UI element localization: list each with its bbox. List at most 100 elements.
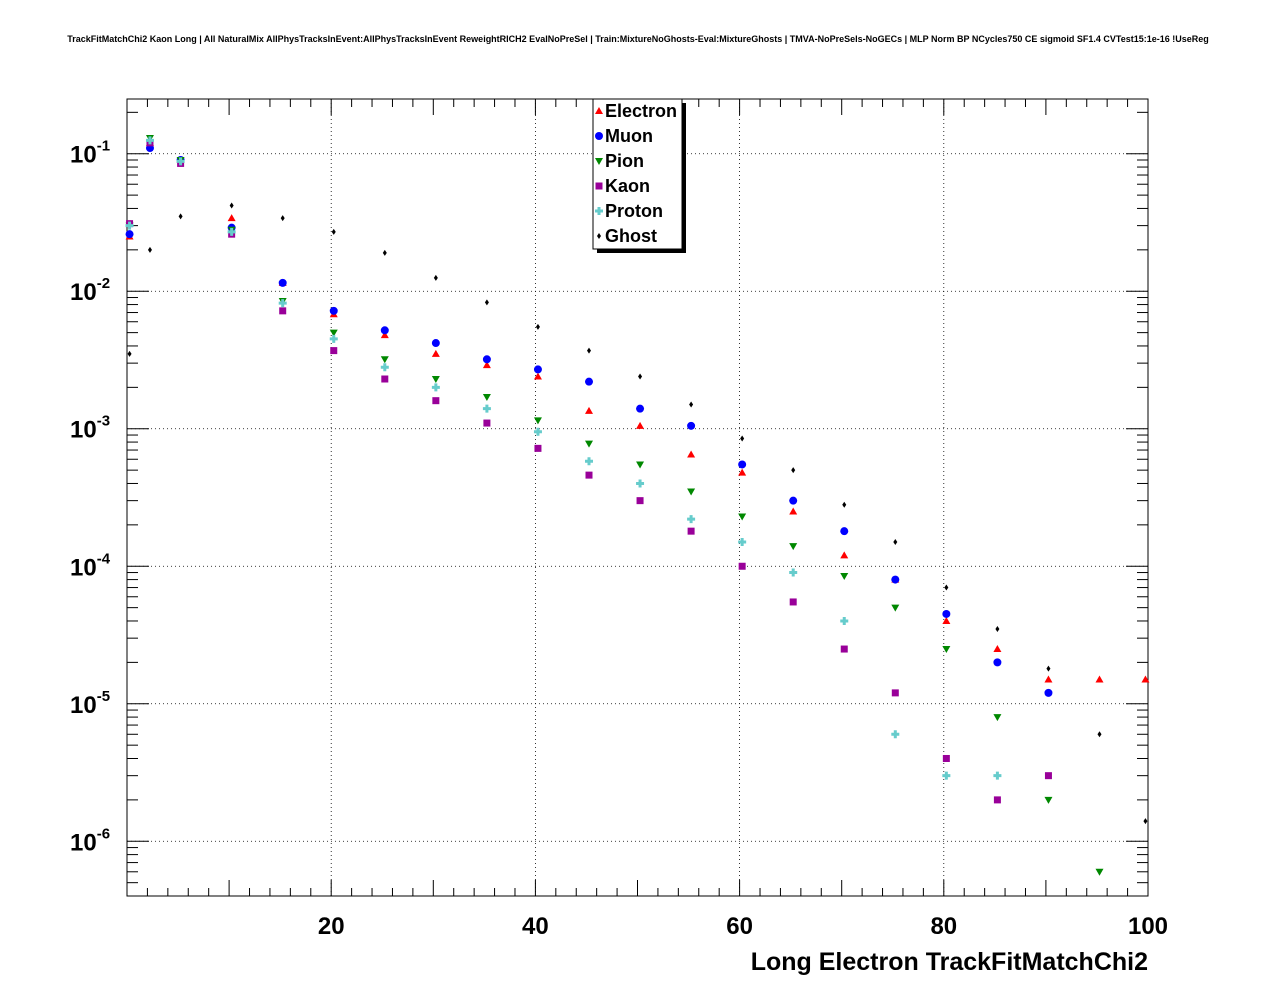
data-point (738, 538, 747, 547)
data-point (229, 202, 234, 209)
y-tick-label: 10-6 (70, 825, 110, 856)
grid (127, 99, 1149, 896)
data-point (993, 658, 1002, 667)
data-point (840, 616, 849, 625)
data-point (636, 497, 644, 505)
y-tick-label: 10-2 (70, 275, 110, 306)
data-point (687, 527, 695, 535)
data-point (431, 349, 440, 357)
data-point (942, 646, 951, 654)
data-point (482, 394, 491, 402)
data-point (380, 326, 389, 335)
data-point (381, 375, 389, 383)
data-point (278, 299, 287, 308)
data-point (482, 361, 491, 369)
data-point (483, 419, 491, 427)
legend-marker (595, 132, 603, 140)
data-point (178, 213, 183, 220)
data-point (993, 645, 1002, 653)
x-axis-label: Long Electron TrackFitMatchChi2 (751, 948, 1148, 976)
data-point (840, 551, 849, 559)
x-tick-label: 80 (930, 913, 957, 940)
data-point (995, 625, 1000, 632)
data-point (738, 460, 747, 469)
series-ghost (127, 202, 1148, 825)
data-point (431, 339, 440, 348)
data-point (587, 347, 592, 354)
data-point (789, 598, 797, 606)
data-point (482, 355, 491, 364)
data-point (1143, 818, 1148, 825)
data-point (1046, 665, 1051, 672)
legend-label: Muon (605, 126, 653, 146)
data-point (789, 496, 798, 505)
data-point (176, 157, 185, 166)
data-point (482, 404, 491, 413)
data-point (893, 539, 898, 546)
data-point (840, 527, 849, 536)
data-point (534, 444, 542, 452)
data-point (329, 306, 338, 315)
data-point (789, 543, 798, 551)
chart-title: TrackFitMatchChi2 Kaon Long | All Natura… (67, 34, 1209, 44)
data-point (380, 356, 389, 364)
data-point (227, 214, 236, 222)
data-point (687, 421, 696, 430)
data-point (585, 457, 594, 466)
data-point (1141, 675, 1150, 683)
data-point (842, 501, 847, 508)
data-point (944, 584, 949, 591)
legend-label: Kaon (605, 176, 650, 196)
data-point (1044, 796, 1053, 804)
data-point (891, 575, 900, 584)
data-point (738, 468, 747, 476)
data-point (431, 376, 440, 384)
data-point (431, 383, 440, 392)
x-tick-label: 100 (1128, 913, 1168, 940)
data-point (636, 421, 645, 429)
data-point (689, 401, 694, 408)
data-point (484, 299, 489, 306)
legend-marker (595, 182, 603, 190)
legend-marker (595, 107, 603, 114)
y-tick-label: 10-3 (70, 413, 110, 444)
data-point (278, 278, 287, 287)
data-point (125, 230, 134, 239)
data-point (147, 246, 152, 253)
data-point (636, 461, 645, 469)
legend-marker (595, 158, 603, 165)
series-kaon (126, 139, 1052, 804)
data-point (993, 714, 1002, 722)
data-point (585, 377, 594, 386)
data-point (1044, 675, 1053, 683)
data-point (329, 329, 338, 337)
legend-marker (597, 233, 601, 239)
data-point (585, 471, 593, 479)
data-point (840, 572, 849, 580)
data-point (636, 404, 645, 413)
data-point (789, 568, 798, 577)
x-tick-label: 40 (522, 913, 549, 940)
data-point (433, 274, 438, 281)
data-point (942, 616, 951, 624)
data-point (280, 215, 285, 222)
data-point (738, 562, 746, 570)
legend-label: Pion (605, 151, 644, 171)
data-point (687, 488, 696, 496)
data-point (382, 249, 387, 256)
data-point (993, 796, 1001, 804)
data-point (380, 331, 389, 339)
data-point (329, 334, 338, 343)
data-point (789, 507, 798, 515)
legend-label: Electron (605, 101, 677, 121)
x-tick-label: 20 (318, 913, 345, 940)
data-point (638, 373, 643, 380)
data-point (687, 450, 696, 458)
data-point (227, 227, 236, 236)
data-point (1097, 731, 1102, 738)
data-point (942, 609, 951, 618)
data-point (585, 406, 594, 414)
legend: Electron Muon Pion Kaon Proton Ghost (592, 98, 686, 253)
data-point (533, 365, 542, 374)
x-tick-label: 60 (726, 913, 753, 940)
